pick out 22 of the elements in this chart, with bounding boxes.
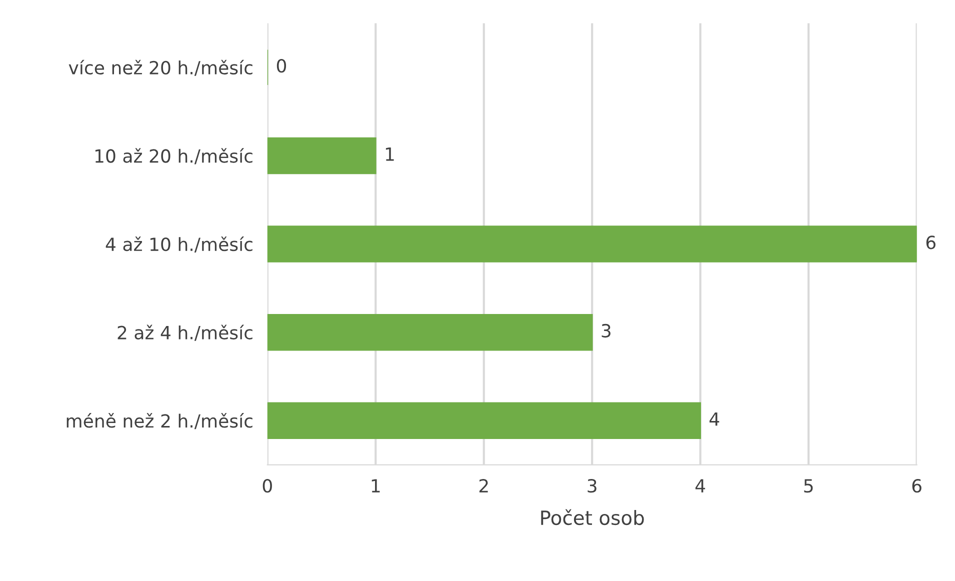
y-tick-label: méně než 2 h./měsíc bbox=[66, 413, 252, 430]
bar bbox=[267, 402, 702, 439]
x-tick-label: 4 bbox=[695, 479, 706, 492]
data-label: 4 bbox=[710, 412, 720, 426]
x-tick-label: 3 bbox=[588, 479, 596, 493]
x-tick-label: 6 bbox=[912, 479, 922, 493]
data-label: 6 bbox=[926, 236, 936, 250]
bar bbox=[267, 314, 593, 351]
x-tick-label: 2 bbox=[479, 479, 488, 492]
bar bbox=[267, 226, 917, 262]
bar bbox=[267, 137, 376, 174]
data-label: 0 bbox=[276, 58, 286, 73]
x-tick-label: 1 bbox=[372, 479, 380, 492]
y-tick-label: více než 20 h./měsíc bbox=[68, 60, 252, 76]
x-tick-label: 0 bbox=[262, 479, 272, 493]
y-tick-label: 2 až 4 h./měsíc bbox=[118, 324, 252, 341]
data-label: 3 bbox=[602, 324, 610, 338]
data-label: 1 bbox=[386, 148, 394, 161]
x-tick-label: 5 bbox=[804, 479, 813, 493]
y-tick-label: 10 až 20 h./měsíc bbox=[95, 148, 252, 164]
x-axis-title: Počet osob bbox=[541, 509, 644, 526]
y-tick-label: 4 až 10 h./měsíc bbox=[106, 236, 252, 253]
